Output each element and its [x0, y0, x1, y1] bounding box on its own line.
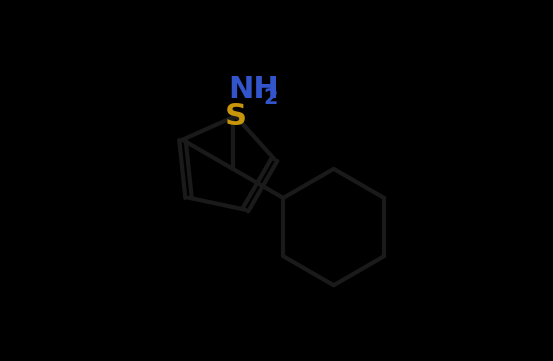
Text: NH: NH [228, 75, 279, 104]
Text: S: S [225, 101, 247, 131]
Text: 2: 2 [263, 88, 278, 108]
